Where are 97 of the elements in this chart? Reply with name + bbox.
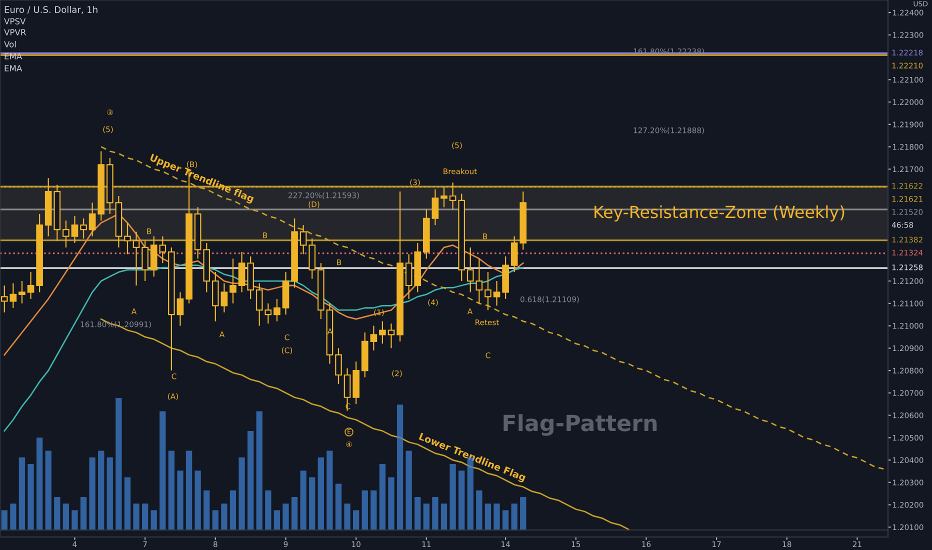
candlestick [230,258,236,304]
bar [221,504,228,530]
candlestick [132,231,140,286]
candlestick [405,254,412,300]
bar [309,477,316,530]
bar [150,510,157,530]
bar [406,450,412,530]
candlestick [466,246,474,293]
annotation: EMA [4,65,22,72]
bar [265,490,272,530]
bar [353,510,360,530]
annotation: VPVR [4,29,26,36]
candlestick [510,236,518,273]
annotation: Flag-Pattern [504,414,657,436]
candlestick [80,218,87,240]
bar [80,497,87,530]
bar [414,497,421,530]
bar [494,504,500,530]
bar [28,464,34,530]
bar [476,490,482,530]
bar [450,464,456,530]
candlestick [220,282,228,313]
bar [1,510,8,530]
candlestick [62,220,70,248]
candlestick [476,258,483,304]
candlestick [379,320,386,344]
candlestick [274,298,280,322]
candlestick [484,272,492,311]
bar [10,504,16,530]
bar [168,450,175,530]
bar [62,504,70,530]
candlestick [335,348,342,385]
candlestick [370,325,378,351]
bar [432,497,438,530]
bar [379,464,386,530]
candlestick [18,280,26,304]
candlestick [493,280,500,306]
bar [484,504,492,530]
bar [45,450,52,530]
bar [116,398,122,530]
bar [274,510,280,530]
candlestick [176,292,184,326]
bar [440,504,448,530]
bar [458,470,465,530]
bar [98,450,104,530]
bar [72,510,78,530]
bar [36,438,43,530]
bar [520,497,526,530]
bar [160,411,166,530]
candlestick [432,188,439,226]
bar [335,484,342,530]
bar [300,470,306,530]
candlestick [440,186,448,208]
candlestick [124,222,131,255]
candlestick [10,282,17,308]
bar [124,477,131,530]
bar [204,490,210,530]
bar [247,431,254,530]
bar [256,411,262,530]
bar [318,457,324,530]
bar [106,457,113,530]
bar [291,497,298,530]
candlestick [27,272,34,300]
text: Euro / U.S. Dollar, 1h [4,6,98,14]
candlestick [88,202,96,237]
bar [238,457,245,530]
bar [502,510,509,530]
bar [89,457,96,530]
bar [282,504,289,530]
annotation: VPSV [4,18,26,24]
bar [142,504,148,530]
bar [186,450,192,530]
bar [511,504,518,530]
bar [18,457,26,530]
bar [133,504,140,530]
bar [177,470,184,530]
candlestick [0,284,8,313]
candlestick [71,216,78,244]
candlestick [142,240,148,282]
candlestick [344,368,351,412]
bar [362,490,368,530]
annotation: Vol [4,40,16,48]
bar [212,510,218,530]
bar [230,490,236,530]
candlestick [300,224,307,255]
bar [326,450,333,530]
candlestick [388,322,395,349]
bar [396,404,404,530]
band-label: Key-Resistance-Zone (Weekly) [594,205,844,222]
bar [344,504,350,530]
bar [370,490,377,530]
bar [423,504,430,530]
bar [54,497,60,530]
candlestick [238,251,246,293]
bar [388,477,394,530]
bar [194,470,201,530]
candlestick [449,182,456,210]
